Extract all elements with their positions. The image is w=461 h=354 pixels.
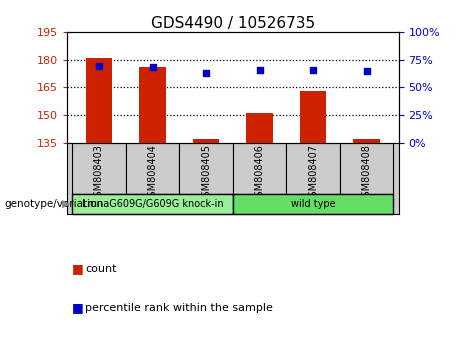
Text: genotype/variation: genotype/variation <box>5 199 104 209</box>
Bar <box>72 194 233 214</box>
Bar <box>233 143 286 194</box>
Text: percentile rank within the sample: percentile rank within the sample <box>85 303 273 313</box>
Point <box>363 68 370 74</box>
Text: GSM808405: GSM808405 <box>201 144 211 203</box>
Text: ■: ■ <box>71 302 83 314</box>
Text: GSM808407: GSM808407 <box>308 144 318 203</box>
Point <box>256 67 263 73</box>
Text: wild type: wild type <box>291 199 336 209</box>
Point <box>149 64 156 70</box>
Bar <box>193 139 219 143</box>
Bar <box>179 143 233 194</box>
Point <box>309 67 317 73</box>
Bar <box>353 139 380 143</box>
Bar <box>72 143 126 194</box>
Text: ▶: ▶ <box>62 199 71 209</box>
Point <box>95 63 103 69</box>
Bar <box>233 194 393 214</box>
Text: count: count <box>85 264 117 274</box>
Bar <box>286 143 340 194</box>
Text: GSM808408: GSM808408 <box>361 144 372 203</box>
Title: GDS4490 / 10526735: GDS4490 / 10526735 <box>151 16 315 31</box>
Text: ■: ■ <box>71 263 83 275</box>
Bar <box>126 143 179 194</box>
Text: GSM808403: GSM808403 <box>94 144 104 203</box>
Bar <box>340 143 393 194</box>
Bar <box>246 113 273 143</box>
Text: LmnaG609G/G609G knock-in: LmnaG609G/G609G knock-in <box>82 199 223 209</box>
Text: GSM808404: GSM808404 <box>148 144 158 203</box>
Bar <box>300 91 326 143</box>
Point <box>202 70 210 76</box>
Bar <box>139 67 166 143</box>
Text: GSM808406: GSM808406 <box>254 144 265 203</box>
Bar <box>86 58 112 143</box>
